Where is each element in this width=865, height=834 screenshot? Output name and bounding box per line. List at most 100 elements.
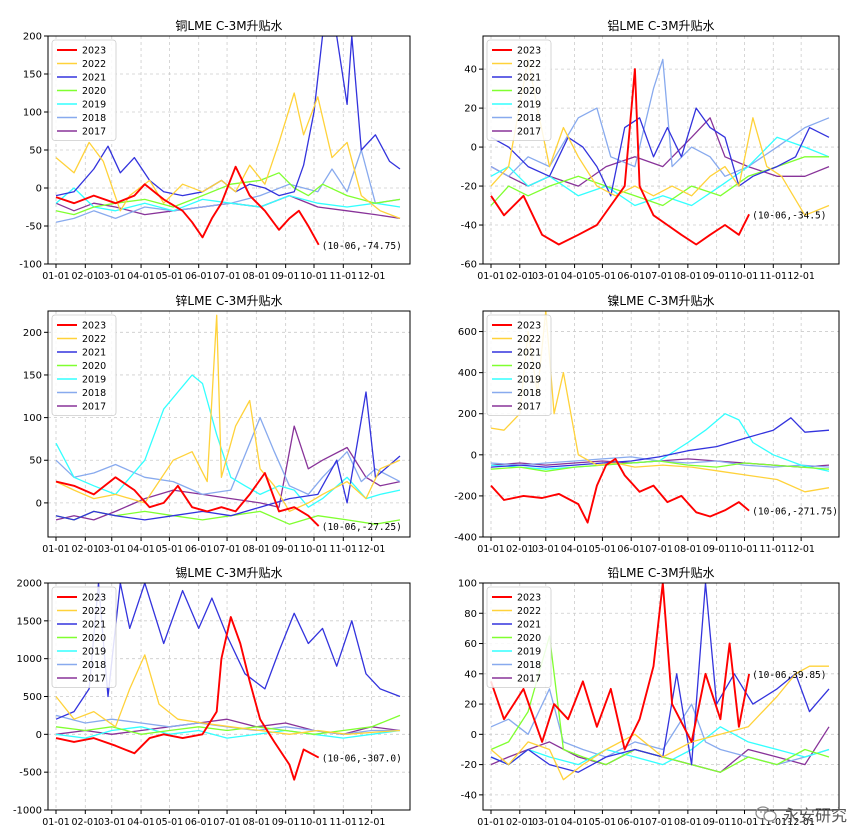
legend-label-2021: 2021	[82, 73, 106, 84]
y-tick-label: 0	[36, 498, 42, 509]
x-tick-label: 05-01	[156, 544, 184, 555]
y-tick-label: 200	[23, 328, 42, 339]
x-tick-label: 09-01	[703, 271, 731, 282]
x-tick-label: 04-01	[127, 271, 155, 282]
legend-label-2019: 2019	[82, 647, 106, 658]
legend-label-2020: 2020	[82, 361, 106, 372]
annotation-label: (10-06,-74.75)	[322, 241, 402, 252]
x-tick-label: 03-01	[98, 271, 126, 282]
y-tick-label: 2000	[17, 579, 42, 590]
chart-title: 铝LME C-3M升贴水	[607, 18, 714, 33]
legend-label-2021: 2021	[82, 620, 106, 631]
y-tick-label: 200	[458, 409, 477, 420]
x-tick-label: 04-01	[127, 817, 155, 828]
x-tick-label: 01-01	[42, 817, 70, 828]
x-tick-label: 08-01	[243, 271, 271, 282]
legend-label-2023: 2023	[82, 46, 106, 57]
y-tick-label: 100	[23, 413, 42, 424]
x-tick-label: 01-01	[42, 271, 70, 282]
x-tick-label: 12-01	[358, 544, 386, 555]
y-tick-label: 600	[458, 327, 477, 338]
x-tick-label: 10-01	[731, 544, 759, 555]
x-tick-label: 01-01	[477, 817, 505, 828]
chart-panel: -1000 -500 0 500 1000 1500 2000 01-01 02-0103-01…	[13, 565, 411, 828]
x-tick-label: 02-01	[71, 544, 99, 555]
annotation-label: (10-06,-307.0)	[322, 754, 402, 765]
x-tick-label: 03-01	[98, 817, 126, 828]
axes-frame	[482, 582, 840, 811]
chart-title: 铅LME C-3M升贴水	[607, 566, 714, 580]
chart-title: 锡LME C-3M升贴水	[175, 565, 282, 580]
x-tick-label: 10-01	[300, 271, 328, 282]
x-tick-label: 12-01	[358, 817, 386, 828]
y-tick-label: 1500	[17, 616, 42, 627]
x-tick-label: 02-01	[506, 544, 534, 555]
series-line-2020	[490, 156, 829, 207]
legend: 2023 2022 2021 2020 2019 2018 2017	[51, 314, 117, 416]
legend-label-2018: 2018	[82, 660, 106, 671]
x-tick-label: 09-01	[703, 817, 731, 828]
series-line-2023	[490, 583, 751, 751]
legend-label-2023: 2023	[517, 321, 541, 332]
series-line-2022	[55, 314, 401, 513]
legend-box	[486, 314, 552, 416]
x-tick-label: 11-01	[329, 817, 357, 828]
x-tick-label: 07-01	[213, 817, 241, 828]
x-tick-label: 04-01	[127, 544, 155, 555]
x-tick-label: 06-01	[185, 271, 213, 282]
series-line-2020	[55, 714, 401, 735]
y-tick-label: 40	[464, 65, 477, 76]
x-tick-label: 01-01	[477, 544, 505, 555]
legend-label-2019: 2019	[82, 100, 106, 111]
legend-label-2017: 2017	[82, 674, 106, 685]
x-tick-label: 09-01	[703, 544, 731, 555]
legend-box	[51, 39, 117, 141]
y-tick-label: 50	[29, 146, 42, 157]
x-tick-label: 03-01	[532, 544, 560, 555]
series-lines	[55, 583, 401, 781]
series-line-2022	[55, 654, 401, 735]
y-tick-label: 0	[36, 730, 42, 741]
series-line-2021	[55, 36, 401, 197]
legend: 2023 2022 2021 2020 2019 2018 2017	[486, 39, 552, 141]
legend-label-2023: 2023	[82, 593, 106, 604]
y-tick-label: 20	[464, 700, 477, 711]
legend-label-2020: 2020	[517, 633, 541, 644]
legend-label-2021: 2021	[82, 348, 106, 359]
y-tick-label: -500	[19, 768, 42, 779]
legend-label-2017: 2017	[517, 127, 541, 138]
x-tick-label: 11-01	[329, 271, 357, 282]
legend-label-2017: 2017	[517, 674, 541, 685]
y-tick-label: 1000	[17, 654, 42, 665]
y-tick-label: 20	[464, 104, 477, 115]
series-line-2022	[55, 92, 401, 220]
x-tick-label: 02-01	[71, 817, 99, 828]
x-tick-label: 01-01	[477, 271, 505, 282]
x-tick-label: 07-01	[645, 271, 673, 282]
y-tick-label: -200	[454, 491, 477, 502]
series-line-2023	[490, 457, 750, 524]
legend: 2023 2022 2021 2020 2019 2018 2017	[486, 314, 552, 416]
y-tick-label: -60	[461, 260, 477, 271]
legend-label-2017: 2017	[82, 127, 106, 138]
y-tick-label: 80	[464, 609, 477, 620]
y-tick-label: 50	[29, 456, 42, 467]
series-line-2022	[490, 665, 829, 781]
series-line-2019	[490, 413, 830, 472]
x-tick-label: 09-01	[272, 544, 300, 555]
series-line-2020	[490, 460, 830, 472]
series-line-2017	[55, 425, 401, 521]
x-tick-label: 02-01	[71, 271, 99, 282]
x-tick-label: 09-01	[272, 271, 300, 282]
x-tick-label: 11-01	[329, 544, 357, 555]
legend-label-2020: 2020	[517, 361, 541, 372]
legend-label-2018: 2018	[517, 660, 541, 671]
series-line-2019	[55, 726, 401, 739]
y-tick-label: 100	[458, 579, 477, 590]
x-tick-label: 08-01	[674, 817, 702, 828]
legend-label-2022: 2022	[517, 334, 541, 345]
x-tick-label: 06-01	[617, 271, 645, 282]
y-tick-label: 500	[23, 692, 42, 703]
